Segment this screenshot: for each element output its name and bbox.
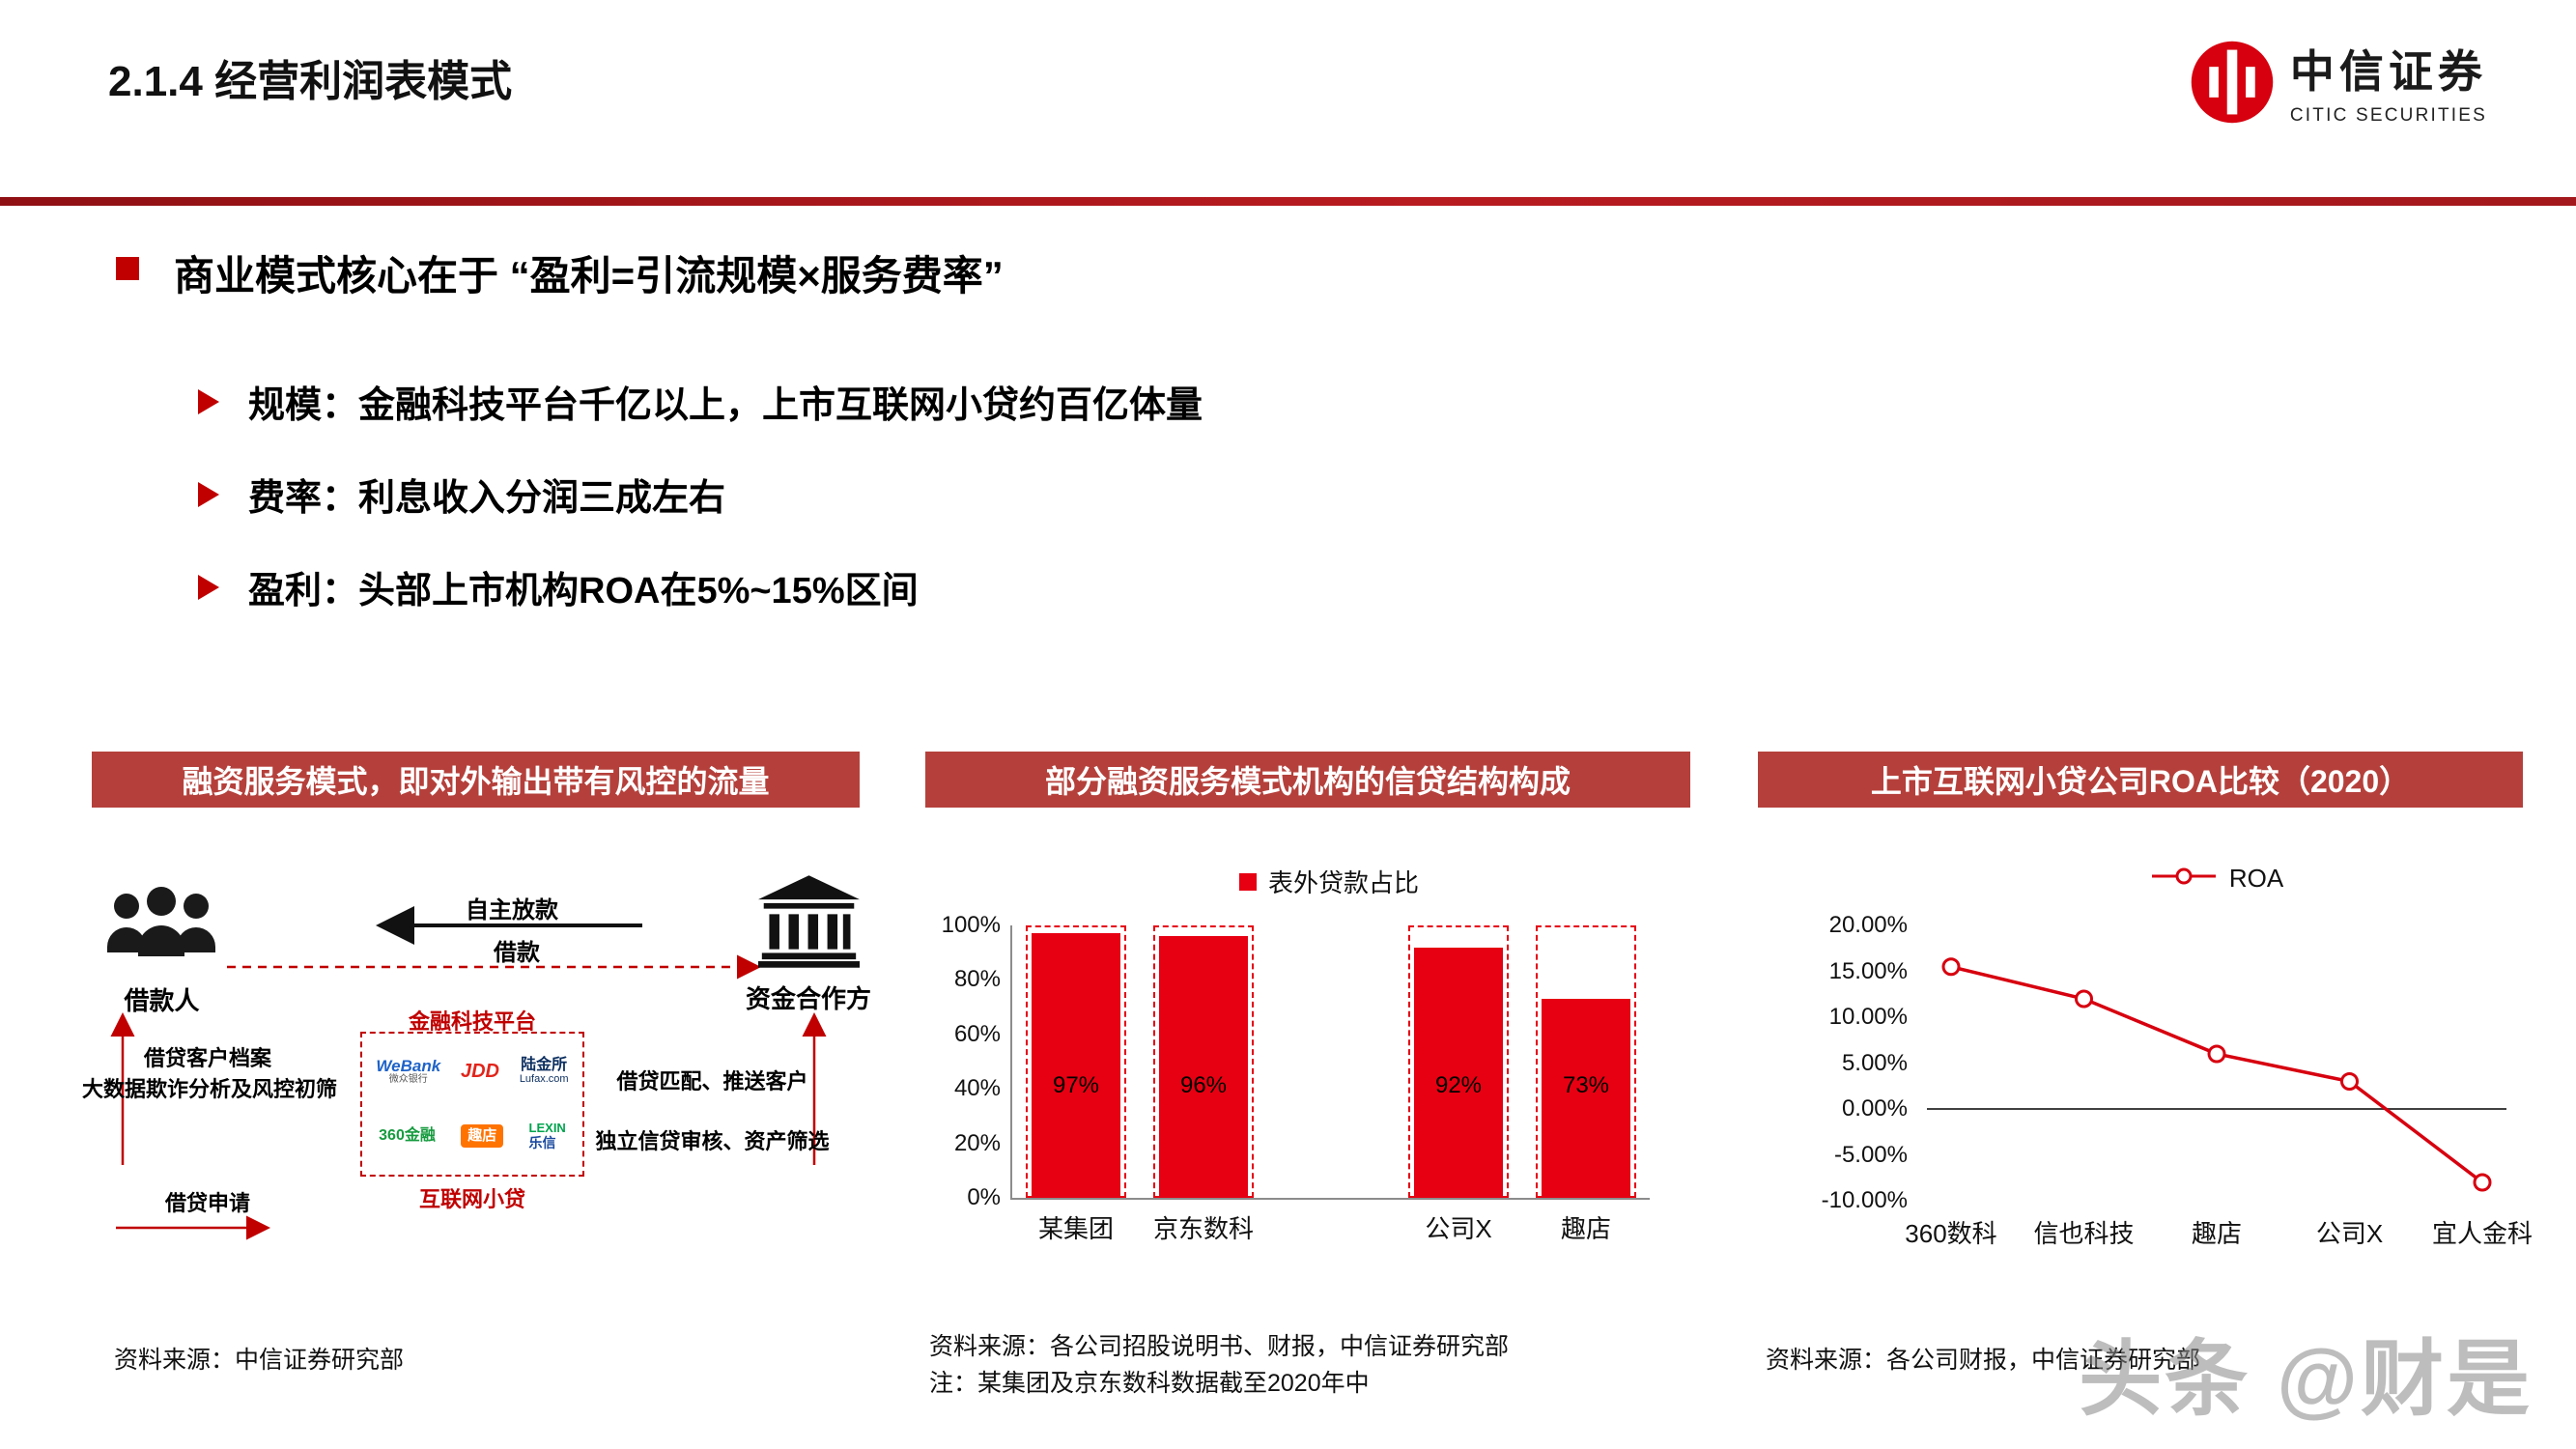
bar-某集团 [1031, 933, 1121, 1198]
watermark: 头条 @财是 [2079, 1333, 2533, 1426]
sub-bullet-1-text: 规模：金融科技平台千亿以上，上市互联网小贷约百亿体量 [248, 385, 1203, 426]
credit-structure-bar-chart: 表外贷款占比 97% 某集团 96% 京东数科 92% 公司X 73% 趣店 100% 80% 60… [925, 817, 1690, 1271]
panel1-title: 融资服务模式，即对外输出带有风控的流量 [92, 752, 860, 808]
funding-service-diagram: 借款人 资金合作方 自主放款 借款 借贷客户档案 大数据欺诈分析及风控初筛 借贷… [82, 817, 871, 1262]
bar-x-label: 公司X [1425, 1214, 1492, 1243]
bar-x-label: 某集团 [1038, 1214, 1115, 1243]
line-y-tick: 15.00% [1828, 957, 1908, 984]
page-title: 2.1.4 经营利润表模式 [108, 58, 513, 105]
bar-value-label: 92% [1434, 1072, 1483, 1099]
loan-apply-label: 借贷申请 [164, 1191, 250, 1215]
arrow-bullet-icon [198, 481, 219, 507]
arrow-bullet-icon [198, 388, 219, 414]
arrow-bullet-icon [198, 574, 219, 600]
line-chart-legend: ROA [1927, 864, 2506, 894]
citic-logo: 中信证券 CITIC SECURITIES [2190, 37, 2487, 127]
sub-bullet-1: 规模：金融科技平台千亿以上，上市互联网小贷约百亿体量 [198, 375, 1203, 428]
bar-chart-plot: 97% 某集团 96% 京东数科 92% 公司X 73% 趣店 100% 80% 60% 40% 20%… [942, 912, 1650, 1243]
bar-y-tick: 80% [953, 966, 1001, 993]
panel3-source: 资料来源：各公司财报，中信证券研究部 [1766, 1347, 2201, 1374]
header-divider [0, 197, 2576, 206]
bar-value-label: 73% [1562, 1072, 1610, 1099]
line-x-label: 信也科技 [2033, 1219, 2135, 1248]
line-legend-label: ROA [2228, 864, 2284, 893]
borrower-label: 借款人 [124, 986, 200, 1015]
line-y-tick: 10.00% [1828, 1004, 1908, 1030]
bar-x-label: 趣店 [1560, 1214, 1611, 1243]
bar-京东数科 [1158, 936, 1249, 1198]
funder-label: 资金合作方 [745, 984, 871, 1013]
line-y-tick: 0.00% [1841, 1095, 1908, 1122]
logo-name-cn: 中信证券 [2289, 47, 2487, 97]
borrow-label: 借款 [494, 940, 540, 966]
left-flow-text-2: 大数据欺诈分析及风控初筛 [81, 1077, 337, 1101]
line-chart-plot [1927, 925, 2506, 1201]
bar-y-tick: 20% [953, 1129, 1001, 1156]
sub-bullet-3-text: 盈利：头部上市机构ROA在5%~15%区间 [248, 571, 919, 611]
line-x-label: 趣店 [2191, 1219, 2242, 1248]
fintech-platform-label: 金融科技平台 [408, 1009, 536, 1034]
borrowers-icon [103, 883, 219, 977]
line-y-tick: -10.00% [1821, 1187, 1908, 1213]
lexin-logo: LEXIN 乐信 [528, 1120, 566, 1151]
line-y-tick: 5.00% [1841, 1049, 1908, 1076]
sub-bullet-3: 盈利：头部上市机构ROA在5%~15%区间 [198, 560, 919, 613]
citic-logo-icon [2190, 40, 2275, 125]
main-bullet-text: 商业模式核心在于 “盈利=引流规模×服务费率” [174, 253, 1004, 298]
self-lending-label: 自主放款 [466, 897, 558, 923]
bar-value-label: 97% [1052, 1072, 1100, 1099]
main-bullet: 商业模式核心在于 “盈利=引流规模×服务费率” [116, 243, 1004, 302]
bar-y-tick: 60% [953, 1020, 1001, 1047]
bar-x-label: 京东数科 [1152, 1214, 1254, 1243]
roa-line-chart: ROA 20.00% 15.00% 10.00% 5.00% 0.00% -5.00% -1… [1758, 817, 2533, 1271]
bar-chart-legend: 表外贷款占比 [1010, 864, 1648, 899]
bar-y-tick: 40% [953, 1075, 1001, 1102]
platform-logos-box: WeBank 微众银行 JDD 陆金所 Lufax.com 360金融 趣店 L… [360, 1032, 584, 1177]
right-flow-text-1: 借贷匹配、推送客户 [616, 1069, 808, 1094]
line-y-tick: -5.00% [1833, 1141, 1908, 1168]
line-x-label: 宜人金科 [2431, 1219, 2533, 1248]
panel2-source-line1: 资料来源：各公司招股说明书、财报，中信证券研究部 [929, 1333, 1510, 1360]
sub-bullet-2: 费率：利息收入分润三成左右 [198, 468, 725, 521]
bar-value-label: 96% [1179, 1072, 1228, 1099]
line-x-label: 公司X [2315, 1219, 2384, 1248]
bar-legend-label: 表外贷款占比 [1267, 868, 1419, 897]
lufax-logo: 陆金所 Lufax.com [519, 1056, 569, 1085]
line-y-tick: 20.00% [1828, 912, 1908, 938]
bar-y-tick: 0% [967, 1184, 1001, 1210]
panel3-title: 上市互联网小贷公司ROA比较（2020） [1758, 752, 2523, 808]
360-finance-logo: 360金融 [379, 1126, 436, 1144]
line-x-label: 360数科 [1905, 1219, 1997, 1248]
bank-icon [758, 873, 860, 975]
webank-logo: WeBank 微众银行 [376, 1056, 441, 1085]
qudian-logo: 趣店 [461, 1124, 504, 1148]
left-flow-text-1: 借贷客户档案 [143, 1046, 271, 1070]
legend-swatch-icon [1238, 872, 1257, 891]
panel2-source-line2: 注：某集团及京东数科数据截至2020年中 [929, 1370, 1370, 1397]
logo-name-en: CITIC SECURITIES [2289, 105, 2487, 126]
internet-microloan-label: 互联网小贷 [418, 1187, 525, 1211]
bar-y-tick: 100% [941, 912, 1001, 938]
legend-line-marker-icon [2150, 866, 2218, 892]
right-flow-text-2: 独立信贷审核、资产筛选 [595, 1129, 830, 1153]
panel1-source: 资料来源：中信证券研究部 [114, 1347, 405, 1374]
square-bullet-icon [116, 257, 139, 280]
bar-趣店 [1541, 999, 1631, 1198]
bar-公司X [1413, 947, 1504, 1198]
jd-digits-logo: JDD [460, 1060, 499, 1082]
sub-bullet-2-text: 费率：利息收入分润三成左右 [248, 478, 726, 519]
panel2-title: 部分融资服务模式机构的信贷结构构成 [925, 752, 1690, 808]
